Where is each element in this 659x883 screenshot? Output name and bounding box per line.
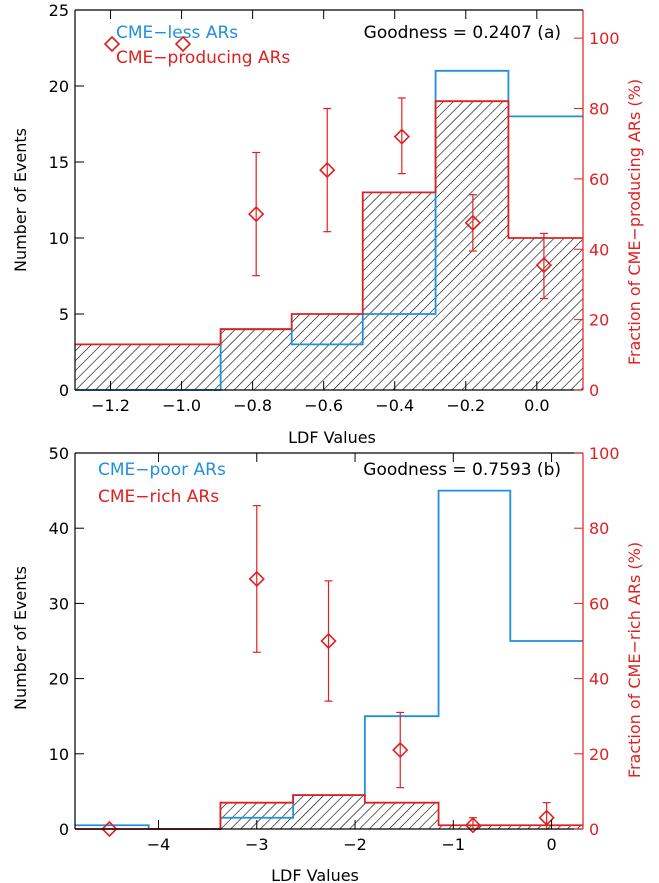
panel-a-fraction-point [319, 161, 336, 179]
panel-b-x-tick-label: −2 [343, 835, 367, 854]
panel-a-legend-diamond-2 [174, 35, 192, 53]
panel-b-legend-blue-label: CME−poor ARs [98, 460, 226, 480]
panel-b-y-tick-label: 50 [49, 444, 69, 463]
panel-b-x-tick-label: −4 [147, 835, 171, 854]
panel-b-fraction-point [101, 820, 118, 838]
panel-a-y-tick-label: 0 [59, 381, 69, 400]
panel-a-legend-blue-label: CME−less ARs [116, 23, 238, 43]
panel-b-y2-tick-label: 80 [589, 519, 609, 538]
panel-a-x-tick-label: −0.6 [304, 396, 343, 415]
panel-b-y2-axis-label: Fraction of CME−rich ARs (%) [625, 542, 644, 778]
panel-a-fraction-point [248, 205, 265, 223]
panel-a-x-tick-label: 0.0 [524, 396, 549, 415]
panel-a-y-axis-label: Number of Events [11, 128, 30, 272]
panel-b-x-tick-label: −1 [442, 835, 466, 854]
panel-b-goodness-text: Goodness = 0.7593 (b) [363, 460, 561, 480]
panel-a-y2-tick-label: 20 [589, 311, 609, 330]
panel-b-axes: −4 −3 −2 −1 0 0 10 20 30 40 50 0 20 40 60 80 100 [49, 444, 620, 854]
panel-b-fraction-point [464, 817, 482, 834]
panel-b-fraction-point [538, 809, 555, 826]
panel-a-x-tick-label: −0.8 [233, 396, 272, 415]
panel-b-hatched-bar [438, 825, 511, 829]
panel-a-legend-red-label: CME−producing ARs [116, 48, 290, 68]
panel-b-y-tick-label: 0 [59, 820, 69, 839]
panel-a-hatched-bar [435, 101, 509, 390]
panel-a-fraction-point [464, 214, 482, 232]
panel-a-plot-area [75, 69, 583, 391]
panel-a-hatched-bar [220, 329, 292, 390]
panel-a-axes: −1.2 −1.0 −0.8 −0.6 −0.4 −0.2 0.0 0 5 10 15 20 25 0 20… [49, 1, 620, 415]
panel-a-y-tick-label: 25 [49, 1, 69, 20]
panel-b-y2-tick-label: 40 [589, 670, 609, 689]
panel-a-fraction-point [535, 256, 553, 274]
panel-b-plot-area [75, 489, 583, 838]
panel-a-hatched-bar [362, 192, 436, 390]
panel-a-x-tick-label: −0.4 [375, 396, 414, 415]
panel-a-y2-tick-label: 60 [589, 170, 609, 189]
panel-b-y2-tick-label: 100 [589, 444, 620, 463]
panel-a-y-tick-label: 10 [49, 229, 69, 248]
panel-b-fraction-point [320, 632, 337, 650]
panel-a-y-tick-label: 15 [49, 153, 69, 172]
panel-b-y2-tick-label: 60 [589, 594, 609, 613]
panel-a-hatched-bar [508, 238, 583, 390]
panel-b-x-axis-label: LDF Values [271, 866, 359, 883]
panel-a-goodness-text: Goodness = 0.2407 (a) [364, 23, 561, 43]
panel-b-y-tick-label: 10 [49, 745, 69, 764]
panel-b-y2-tick-label: 0 [589, 820, 599, 839]
panel-a-y2-tick-label: 80 [589, 100, 609, 119]
panel-a-x-tick-label: −0.2 [446, 396, 485, 415]
panel-a-red-step-series [75, 100, 583, 346]
panel-b-y-tick-label: 40 [49, 519, 69, 538]
panel-a-y-tick-label: 20 [49, 77, 69, 96]
panel-b-y-tick-label: 30 [49, 594, 69, 613]
panel-a-y-tick-label: 5 [59, 305, 69, 324]
panel-a-y2-tick-label: 100 [589, 29, 620, 48]
panel-a-fraction-point [393, 128, 410, 145]
panel-a-hatched-bar [75, 344, 221, 390]
panel-a-x-tick-label: −1.0 [162, 396, 201, 415]
panel-a-x-axis-label: LDF Values [288, 428, 376, 447]
panel-b-fraction-point [248, 570, 265, 588]
panel-a-x-tick-label: −1.2 [91, 396, 130, 415]
panel-b-y-tick-label: 20 [49, 670, 69, 689]
panel-a-hatched-bar [291, 314, 363, 390]
panel-a-y2-tick-label: 40 [589, 240, 609, 259]
panel-b-y2-tick-label: 20 [589, 745, 609, 764]
panel-b-y-axis-label: Number of Events [11, 566, 30, 710]
panel-a-legend-diamond-1 [103, 35, 121, 53]
panel-b-x-tick-label: −3 [245, 835, 269, 854]
panel-b-hatched-bar [293, 795, 365, 829]
panel-a-y2-tick-label: 0 [589, 381, 599, 400]
panel-b-legend-red-label: CME−rich ARs [98, 487, 219, 507]
panel-a-y2-axis-label: Fraction of CME−producing ARs (%) [625, 79, 644, 365]
panel-b-hatched-bar [364, 802, 439, 829]
panel-a: −1.2 −1.0 −0.8 −0.6 −0.4 −0.2 0.0 0 5 10 15 20 25 0 20… [11, 1, 644, 447]
panel-b-x-tick-label: 0 [546, 835, 556, 854]
panel-b: −4 −3 −2 −1 0 0 10 20 30 40 50 0 20 40 60 80 100 CME−poo… [11, 444, 644, 883]
panel-b-fraction-point [392, 741, 409, 759]
